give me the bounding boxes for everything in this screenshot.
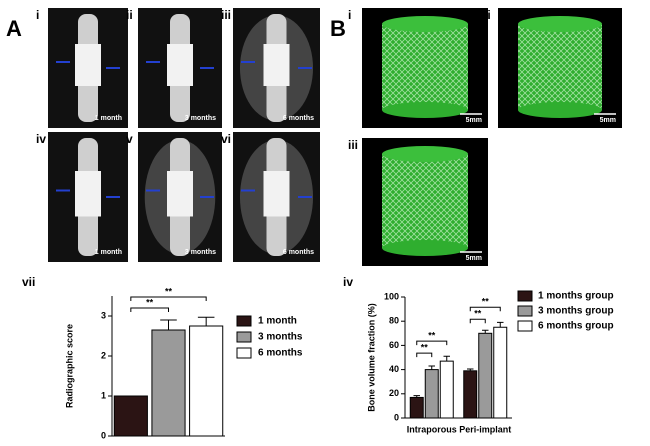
bar	[409, 396, 424, 419]
implant	[75, 171, 101, 217]
y-tick-label: 100	[384, 291, 399, 301]
render-images: i 5mm ii 5mm iii 5mm	[348, 8, 622, 266]
error-bar	[428, 365, 435, 370]
scaffold	[518, 24, 602, 110]
image-label: ii	[484, 8, 491, 22]
significance-label: **	[421, 343, 429, 353]
error-bar	[413, 395, 420, 398]
error-bar	[482, 329, 489, 334]
error-bar	[497, 321, 504, 328]
image-label: iii	[221, 8, 231, 22]
significance-label: **	[146, 297, 154, 307]
time-label: 6 months	[283, 249, 314, 256]
bar	[439, 360, 454, 419]
significance-bracket	[416, 340, 448, 346]
scaffold-bottom	[382, 102, 468, 118]
implant	[167, 44, 193, 86]
y-axis-label: Bone volume fraction (%)	[366, 303, 376, 412]
legend-label: 3 months	[258, 332, 303, 343]
significance-bracket	[130, 296, 207, 301]
bar	[493, 326, 508, 419]
image-label: i	[36, 8, 39, 22]
xray-images: i 1 month ii 3 months iii 6 months iv 1 month v 3…	[36, 8, 320, 262]
legend-label: 1 months group	[538, 291, 614, 302]
panel-label: iv	[343, 275, 353, 289]
bar	[463, 370, 478, 419]
image-label: i	[348, 8, 351, 22]
scaffold-top	[518, 16, 602, 32]
legend-swatch	[517, 290, 533, 302]
y-tick-label: 0	[101, 430, 106, 440]
bar	[478, 332, 493, 419]
legend-swatch	[236, 315, 252, 327]
significance-label: **	[165, 286, 173, 296]
significance-bracket	[416, 352, 433, 358]
y-tick-label: 3	[101, 310, 106, 320]
legend-label: 3 months group	[538, 306, 614, 317]
legend-swatch	[236, 331, 252, 343]
y-tick-label: 0	[394, 412, 399, 422]
image-label: vi	[221, 132, 231, 146]
scaffold-top	[382, 146, 468, 162]
error-bar	[160, 319, 177, 330]
significance-label: **	[482, 297, 490, 307]
implant	[75, 44, 101, 86]
image-label: iii	[348, 138, 358, 152]
x-tick-label: Intraporous	[407, 424, 457, 434]
scaffold-bottom	[382, 240, 468, 256]
y-tick-label: 60	[389, 340, 399, 350]
scaffold	[382, 24, 468, 110]
panel-label: vii	[22, 275, 35, 289]
legend-label: 1 month	[258, 316, 297, 327]
time-label: 3 months	[185, 115, 216, 122]
y-tick-label: 2	[101, 350, 106, 360]
image-label: iv	[36, 132, 46, 146]
implant	[263, 44, 290, 86]
y-tick-label: 1	[101, 390, 106, 400]
bar	[113, 395, 148, 437]
scaffold-bottom	[518, 102, 602, 118]
y-tick-label: 40	[389, 364, 399, 374]
scale-label: 5mm	[600, 117, 616, 124]
legend-swatch	[517, 305, 533, 317]
error-bar	[197, 316, 215, 326]
bar	[151, 329, 186, 437]
panel-label: B	[330, 16, 346, 41]
legend-swatch	[517, 320, 533, 332]
time-label: 1 month	[95, 249, 122, 256]
implant	[167, 171, 193, 217]
bar	[189, 325, 224, 437]
bar	[424, 369, 439, 419]
scaffold	[382, 154, 468, 248]
time-label: 6 months	[283, 115, 314, 122]
panel-label: A	[6, 16, 22, 41]
x-tick-label: Peri-implant	[459, 424, 511, 434]
image-label: ii	[126, 8, 133, 22]
implant	[263, 171, 290, 217]
scale-label: 5mm	[466, 117, 482, 124]
error-bar	[467, 368, 474, 371]
significance-bracket	[130, 307, 169, 312]
significance-label: **	[428, 331, 436, 341]
time-label: 1 month	[95, 115, 122, 122]
time-label: 3 months	[185, 249, 216, 256]
y-axis-label: Radiographic score	[64, 324, 74, 408]
error-bar	[443, 355, 450, 362]
scale-label: 5mm	[466, 255, 482, 262]
significance-bracket	[469, 318, 486, 324]
legend-label: 6 months	[258, 348, 303, 359]
image-label: v	[126, 132, 133, 146]
y-tick-label: 20	[389, 388, 399, 398]
significance-label: **	[474, 309, 482, 319]
y-tick-label: 80	[389, 316, 399, 326]
legend-swatch	[236, 347, 252, 359]
significance-bracket	[469, 306, 501, 312]
legend-label: 6 months group	[538, 321, 614, 332]
scaffold-top	[382, 16, 468, 32]
